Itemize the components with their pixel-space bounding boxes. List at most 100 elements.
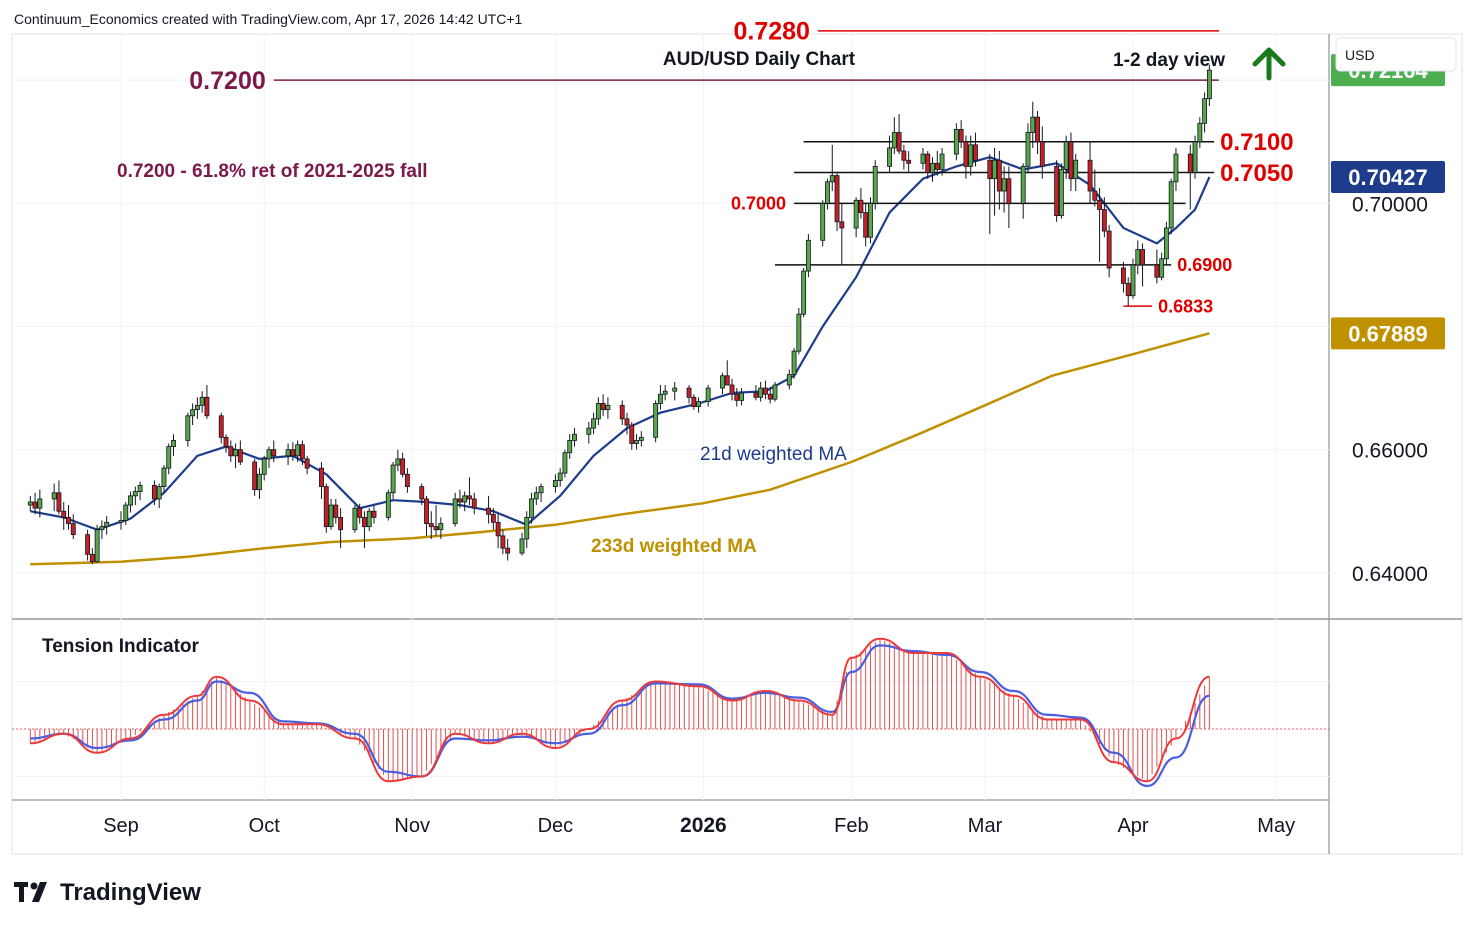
x-tick-label: 2026 <box>680 814 727 837</box>
candle <box>27 495 33 512</box>
candle <box>400 452 406 478</box>
ma21-label: 21d weighted MA <box>700 444 847 465</box>
candle <box>729 378 735 401</box>
up-arrow-icon <box>1252 47 1286 81</box>
candle <box>1125 277 1131 307</box>
candle <box>204 385 210 419</box>
candle <box>467 477 472 506</box>
candle <box>629 421 635 450</box>
candle <box>161 465 167 493</box>
candle <box>70 514 76 539</box>
candle <box>471 492 477 515</box>
candle <box>572 428 577 447</box>
candle <box>1168 178 1174 235</box>
candle <box>586 421 592 444</box>
candle <box>1001 166 1007 213</box>
candle <box>758 381 764 402</box>
candle <box>237 440 243 466</box>
candle <box>1068 132 1074 192</box>
tension-fast-line <box>30 637 1210 783</box>
candle <box>404 468 410 493</box>
candle <box>118 511 124 530</box>
candle <box>825 178 830 210</box>
candle <box>1092 169 1098 207</box>
candle <box>1187 144 1193 210</box>
candle <box>1159 252 1165 281</box>
candle <box>490 508 496 530</box>
candle <box>333 498 339 524</box>
candle <box>996 151 1002 210</box>
candle <box>123 502 129 525</box>
currency-box[interactable] <box>1335 37 1457 72</box>
candle <box>218 412 224 444</box>
candle <box>32 492 38 515</box>
candle <box>462 491 468 512</box>
candle <box>500 529 506 555</box>
level-label: 0.6833 <box>1158 296 1213 316</box>
candle <box>557 468 563 487</box>
candle <box>863 203 869 247</box>
x-tick-label: Oct <box>249 815 281 837</box>
candle <box>662 385 668 401</box>
candle <box>1097 187 1103 262</box>
candle <box>1140 243 1145 287</box>
candle <box>591 412 597 435</box>
candle <box>968 135 974 176</box>
candle <box>1063 135 1069 179</box>
candle <box>705 385 711 407</box>
candle <box>261 455 267 481</box>
candle <box>891 117 897 155</box>
candle <box>171 434 176 456</box>
candle <box>357 503 363 524</box>
candle <box>624 412 630 435</box>
candle <box>691 394 697 410</box>
candle <box>1121 261 1126 293</box>
candle <box>872 160 878 210</box>
candle <box>352 505 358 533</box>
candle <box>366 508 372 531</box>
candle <box>1006 166 1012 228</box>
candle <box>194 397 200 419</box>
candle <box>156 483 162 509</box>
candle <box>519 532 525 556</box>
candle <box>963 135 969 179</box>
y-tick-label: 0.64000 <box>1352 563 1428 586</box>
candle <box>233 443 238 469</box>
x-tick-label: Sep <box>103 815 139 837</box>
candle <box>734 388 740 407</box>
candle <box>271 440 277 462</box>
candle <box>457 489 463 509</box>
candle <box>672 381 678 401</box>
candle <box>992 147 997 216</box>
candle <box>433 505 439 536</box>
candle <box>920 147 926 170</box>
candle <box>424 495 429 536</box>
candle <box>801 268 807 318</box>
candle <box>128 491 133 513</box>
candle <box>395 449 401 472</box>
candle <box>295 440 301 462</box>
candle <box>495 514 501 549</box>
candle <box>56 480 62 515</box>
view-label: 1-2 day view <box>1113 50 1225 71</box>
candle <box>973 132 978 167</box>
candle <box>934 151 940 176</box>
candle <box>390 461 396 499</box>
candle <box>1025 123 1031 173</box>
time-axis: Sep Oct Nov Dec 2026 Feb Mar Apr May <box>103 814 1295 837</box>
candle <box>486 495 491 524</box>
x-tick-label: May <box>1257 815 1295 837</box>
candle <box>887 135 892 173</box>
candle <box>104 516 110 535</box>
candle <box>839 203 845 265</box>
candle <box>61 502 67 530</box>
candle <box>1101 197 1107 238</box>
candle <box>290 442 296 461</box>
candle <box>252 458 258 496</box>
ma233-line <box>30 332 1210 566</box>
svg-text:0.70427: 0.70427 <box>1348 165 1428 190</box>
candle <box>739 388 744 406</box>
candle <box>538 483 544 502</box>
